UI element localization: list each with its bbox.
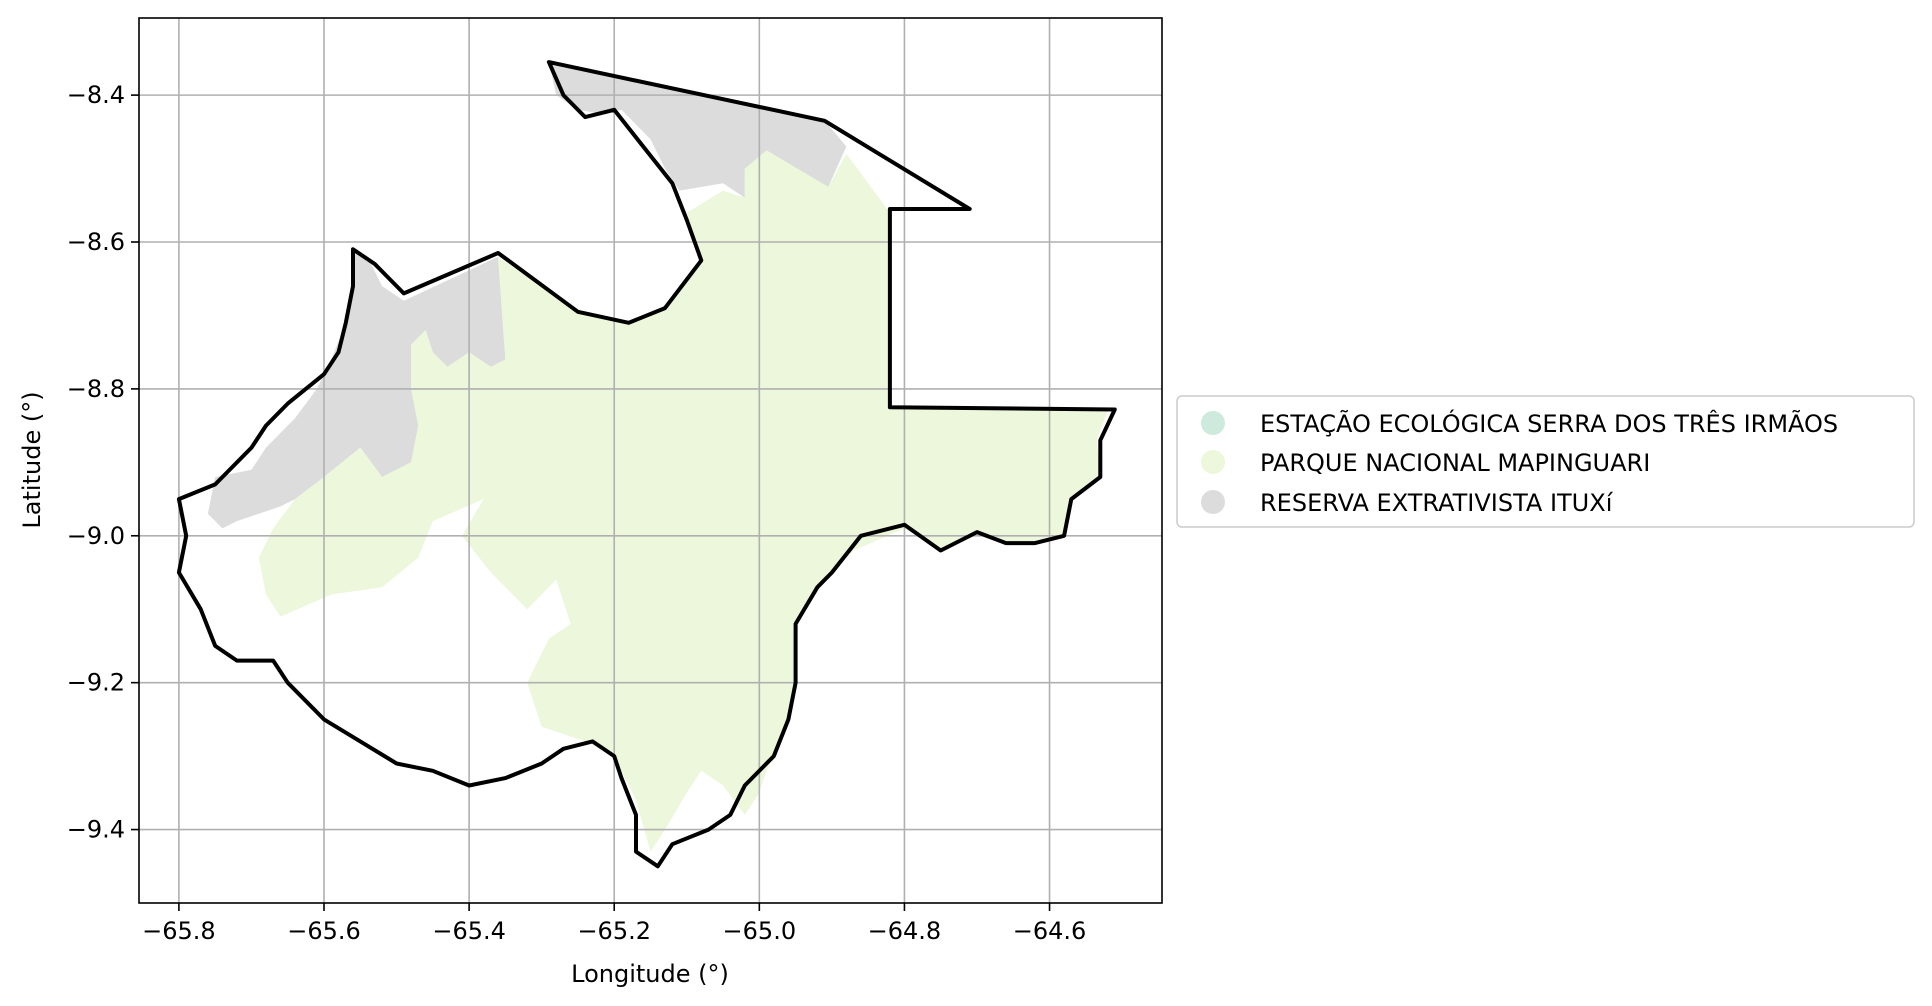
legend: ESTAÇÃO ECOLÓGICA SERRA DOS TRÊS IRMÃOS … <box>1176 395 1915 528</box>
region-parque-nacional-mapinguari-1 <box>258 150 1108 852</box>
legend-label-estacao-ecologica: ESTAÇÃO ECOLÓGICA SERRA DOS TRÊS IRMÃOS <box>1260 408 1838 438</box>
y-tick-label-6: −9.4 <box>67 816 125 844</box>
grid-layer <box>139 18 1162 903</box>
x-tick-label-7: −64.6 <box>1013 917 1087 945</box>
boundary-layer <box>176 60 1117 869</box>
y-tick-label-2: −8.6 <box>67 228 125 256</box>
x-tick-label-2: −65.6 <box>287 917 361 945</box>
y-axis: −8.4 −8.6 −8.8 −9.0 −9.2 −9.4 <box>67 81 139 844</box>
study-area-boundary <box>176 60 1117 869</box>
y-tick-label-4: −9.0 <box>67 522 125 550</box>
legend-frame <box>1176 395 1915 528</box>
legend-marker-reserva-extrativista <box>1201 490 1225 514</box>
x-axis: −65.8 −65.6 −65.4 −65.2 −65.0 −64.8 −64.6 <box>142 903 1086 945</box>
plot-frame <box>138 17 1163 904</box>
x-tick-label-1: −65.8 <box>142 917 216 945</box>
region-reserva-extrativista-ituxi-1 <box>548 62 847 198</box>
y-tick-label-1: −8.4 <box>67 81 125 109</box>
y-tick-label-5: −9.2 <box>67 669 125 697</box>
x-axis-label: Longitude (°) <box>571 960 729 988</box>
legend-label-parque-nacional: PARQUE NACIONAL MAPINGUARI <box>1260 449 1650 477</box>
x-tick-label-6: −64.8 <box>868 917 942 945</box>
legend-label-reserva-extrativista: RESERVA EXTRATIVISTA ITUXí <box>1260 489 1614 517</box>
legend-marker-estacao-ecologica <box>1201 411 1225 435</box>
x-tick-label-4: −65.2 <box>577 917 651 945</box>
y-axis-label: Latitude (°) <box>18 391 46 528</box>
x-tick-label-3: −65.4 <box>432 917 506 945</box>
legend-marker-parque-nacional <box>1201 450 1225 474</box>
x-tick-label-5: −65.0 <box>723 917 797 945</box>
y-tick-label-3: −8.8 <box>67 375 125 403</box>
